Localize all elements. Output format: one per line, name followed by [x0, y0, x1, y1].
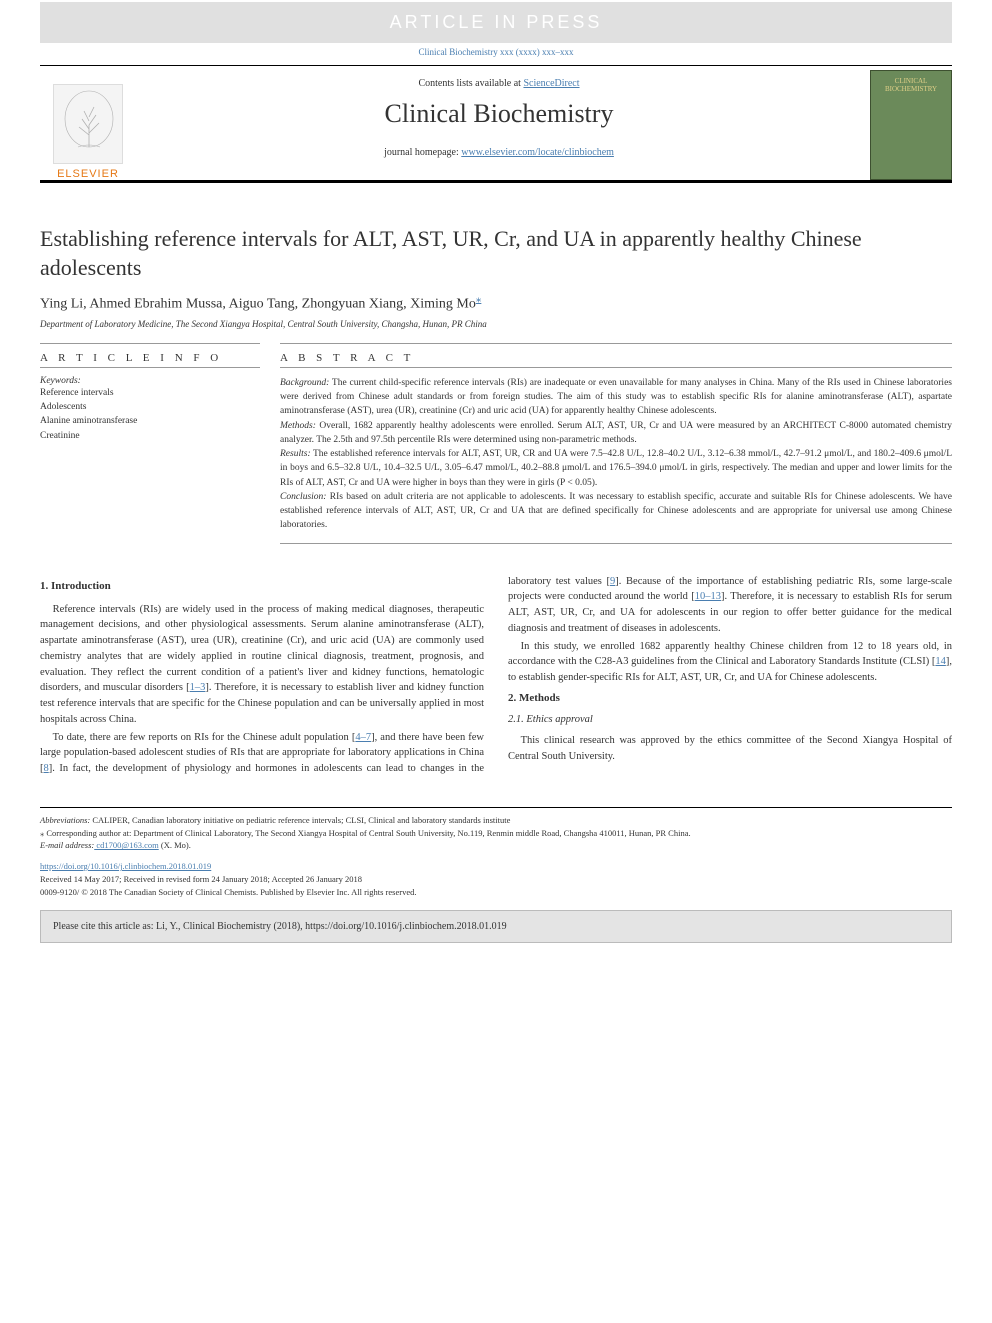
please-cite-box: Please cite this article as: Li, Y., Cli…	[40, 910, 952, 943]
abstract-conclusion-label: Conclusion:	[280, 492, 326, 502]
keyword-item: Alanine aminotransferase	[40, 414, 260, 428]
body-text: To date, there are few reports on RIs fo…	[53, 732, 356, 743]
abstract-background-text: The current child-specific reference int…	[280, 378, 952, 417]
corresponding-author-marker[interactable]: ⁎	[476, 293, 482, 305]
section-2-heading: 2. Methods	[508, 692, 952, 704]
authors-line: Ying Li, Ahmed Ebrahim Mussa, Aiguo Tang…	[40, 292, 952, 313]
abstract-body: Background: The current child-specific r…	[280, 376, 952, 544]
sciencedirect-link[interactable]: ScienceDirect	[523, 78, 579, 89]
cover-title-line2: BIOCHEMISTRY	[885, 85, 937, 93]
article-info-heading: A R T I C L E I N F O	[40, 343, 260, 368]
homepage-prefix: journal homepage:	[384, 147, 461, 158]
article-in-press-banner: ARTICLE IN PRESS	[40, 2, 952, 43]
cover-title-line1: CLINICAL	[895, 77, 928, 85]
body-text: Reference intervals (RIs) are widely use…	[40, 604, 484, 694]
journal-homepage-line: journal homepage: www.elsevier.com/locat…	[140, 147, 852, 158]
email-suffix: (X. Mo).	[159, 840, 191, 850]
email-link[interactable]: cd1700@163.com	[94, 840, 159, 850]
article-history: Received 14 May 2017; Received in revise…	[40, 873, 952, 886]
header-center: Contents lists available at ScienceDirec…	[140, 78, 852, 158]
email-label: E-mail address:	[40, 840, 94, 850]
abstract-results-label: Results:	[280, 449, 311, 459]
abstract-conclusion-text: RIs based on adult criteria are not appl…	[280, 492, 952, 531]
body-paragraph: In this study, we enrolled 1682 apparent…	[508, 639, 952, 686]
journal-cover-thumbnail: CLINICAL BIOCHEMISTRY	[870, 70, 952, 180]
keyword-item: Reference intervals	[40, 386, 260, 400]
elsevier-tree-icon	[53, 84, 123, 164]
reference-link[interactable]: 4–7	[355, 732, 371, 743]
corresponding-text: Corresponding author at: Department of C…	[44, 828, 690, 838]
reference-link[interactable]: 10–13	[695, 591, 721, 602]
doi-link[interactable]: https://doi.org/10.1016/j.clinbiochem.20…	[40, 861, 211, 871]
publisher-logo: ELSEVIER	[40, 70, 136, 180]
section-2-1-heading: 2.1. Ethics approval	[508, 714, 952, 725]
corresponding-author-footnote: ⁎ Corresponding author at: Department of…	[40, 827, 952, 840]
body-text: In this study, we enrolled 1682 apparent…	[508, 641, 952, 668]
info-abstract-row: A R T I C L E I N F O Keywords: Referenc…	[40, 343, 952, 544]
abstract-background-label: Background:	[280, 378, 329, 388]
authors-text: Ying Li, Ahmed Ebrahim Mussa, Aiguo Tang…	[40, 297, 476, 312]
journal-header: ELSEVIER CLINICAL BIOCHEMISTRY Contents …	[40, 65, 952, 185]
article-title: Establishing reference intervals for ALT…	[40, 225, 952, 282]
keywords-list: Reference intervals Adolescents Alanine …	[40, 386, 260, 443]
body-paragraph: This clinical research was approved by t…	[508, 733, 952, 765]
journal-homepage-link[interactable]: www.elsevier.com/locate/clinbiochem	[461, 147, 614, 158]
keyword-item: Adolescents	[40, 400, 260, 414]
publisher-name: ELSEVIER	[57, 168, 119, 180]
abstract-column: A B S T R A C T Background: The current …	[280, 343, 952, 544]
contents-prefix: Contents lists available at	[418, 78, 523, 89]
email-footnote: E-mail address: cd1700@163.com (X. Mo).	[40, 839, 952, 852]
contents-list-line: Contents lists available at ScienceDirec…	[140, 78, 852, 89]
abstract-results-text: The established reference intervals for …	[280, 449, 952, 488]
doi-block: https://doi.org/10.1016/j.clinbiochem.20…	[40, 860, 952, 898]
keyword-item: Creatinine	[40, 429, 260, 443]
section-1-heading: 1. Introduction	[40, 580, 484, 592]
reference-link[interactable]: 1–3	[190, 682, 206, 693]
journal-title: Clinical Biochemistry	[140, 99, 852, 129]
footnotes: Abbreviations: CALIPER, Canadian laborat…	[40, 807, 952, 852]
article-info-column: A R T I C L E I N F O Keywords: Referenc…	[40, 343, 260, 544]
affiliation: Department of Laboratory Medicine, The S…	[40, 319, 952, 329]
issn-copyright: 0009-9120/ © 2018 The Canadian Society o…	[40, 886, 952, 899]
keywords-label: Keywords:	[40, 376, 260, 386]
abstract-heading: A B S T R A C T	[280, 343, 952, 368]
abbreviations-footnote: Abbreviations: CALIPER, Canadian laborat…	[40, 814, 952, 827]
body-two-column: 1. Introduction Reference intervals (RIs…	[40, 574, 952, 777]
abstract-methods-text: Overall, 1682 apparently healthy adolesc…	[280, 421, 952, 445]
abstract-methods-label: Methods:	[280, 421, 316, 431]
reference-link[interactable]: 14	[935, 656, 946, 667]
top-citation-line: Clinical Biochemistry xxx (xxxx) xxx–xxx	[0, 47, 992, 57]
abbreviations-text: CALIPER, Canadian laboratory initiative …	[90, 815, 510, 825]
abbreviations-label: Abbreviations:	[40, 815, 90, 825]
body-paragraph: Reference intervals (RIs) are widely use…	[40, 602, 484, 728]
